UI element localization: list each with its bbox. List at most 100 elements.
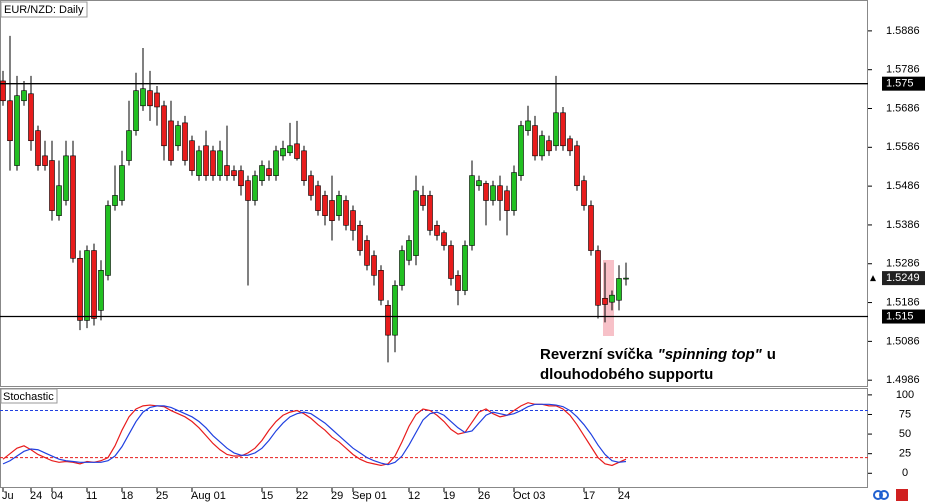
toolbar-icons[interactable] [873, 489, 908, 501]
y-tick-label: 1.5486 [886, 180, 920, 192]
candle-body [616, 278, 622, 301]
candle-body [21, 90, 27, 102]
candle-body [98, 270, 104, 311]
candle-body [245, 180, 251, 201]
level-label-box [882, 309, 925, 324]
candle-body [532, 125, 538, 157]
x-tick-label: Ju [2, 490, 14, 502]
candle-body [105, 205, 111, 276]
candle-body [329, 200, 335, 221]
candle-body [462, 245, 468, 291]
annotation-part: u [767, 346, 776, 363]
y-tick-label: 1.5586 [886, 141, 920, 153]
candle-body [210, 150, 216, 176]
x-tick-label: 12 [408, 490, 420, 502]
level-label-box [882, 76, 925, 91]
x-tick-label: 29 [331, 490, 343, 502]
candle-body [602, 297, 608, 305]
candle-body [175, 125, 181, 147]
candle-body [308, 175, 314, 196]
y-tick-label: 50 [899, 428, 911, 440]
candle-body [77, 258, 83, 321]
candle-body [35, 130, 41, 166]
last-price-label: 1.5249 [886, 272, 920, 284]
candle-body [560, 112, 566, 147]
candle-body [511, 172, 517, 211]
candle-body [189, 140, 195, 171]
candle-body [553, 112, 559, 147]
candle-body [427, 195, 433, 231]
y-tick-label: 1.5786 [886, 64, 920, 76]
annotation-part: "spinning top" [658, 346, 763, 363]
close-icon[interactable] [896, 489, 908, 501]
candle-body [203, 145, 209, 176]
candle-body [525, 120, 531, 131]
candle-body [126, 130, 132, 161]
candle-body [217, 150, 223, 176]
y-tick-label: 1.5086 [886, 335, 920, 347]
candle-body [140, 88, 146, 107]
candle-body [63, 155, 69, 201]
candle-body [350, 210, 356, 231]
candle-body [609, 294, 615, 303]
candle-body [539, 135, 545, 157]
last-price-marker [870, 275, 876, 282]
candle-body [294, 143, 300, 159]
link-icon[interactable] [879, 490, 889, 500]
candle-body [448, 245, 454, 279]
candle-body [574, 145, 580, 187]
candle-body [196, 150, 202, 176]
candle-body [259, 165, 265, 181]
candle-body [301, 150, 307, 181]
candle-body [266, 168, 272, 176]
x-tick-label: 11 [86, 490, 97, 502]
highlight-box [603, 260, 614, 336]
candle-body [546, 140, 552, 152]
main-panel [0, 0, 868, 387]
y-tick-label: 1.5686 [886, 102, 920, 114]
candle-body [154, 92, 160, 108]
candle-body [595, 250, 601, 306]
level-label: 1.575 [886, 78, 914, 90]
candle-body [119, 165, 125, 201]
x-tick-label: 18 [121, 490, 133, 502]
y-tick-label: 25 [899, 448, 911, 460]
candle-body [497, 185, 503, 201]
candle-body [364, 240, 370, 266]
candle-body [399, 250, 405, 286]
candle-body [315, 185, 321, 211]
candle-body [581, 180, 587, 206]
candle-body [28, 93, 34, 142]
stochastic-panel [0, 388, 868, 488]
last-price-box [882, 271, 925, 286]
candle-body [518, 125, 524, 176]
candle-body [133, 90, 139, 131]
candle-body [147, 90, 153, 107]
candle-body [623, 277, 629, 280]
stoch-title: Stochastic [3, 391, 54, 403]
stoch-title-box [0, 388, 58, 404]
y-tick-label: 1.4986 [886, 374, 920, 386]
level-label: 1.515 [886, 310, 914, 322]
candle-body [14, 95, 20, 166]
candle-body [84, 250, 90, 321]
x-tick-label: 25 [156, 490, 168, 502]
y-tick-label: 1.5386 [886, 219, 920, 231]
candle-body [49, 160, 55, 211]
y-tick-label: 1.5286 [886, 258, 920, 270]
candle-body [385, 304, 391, 336]
candle-body [238, 170, 244, 187]
candle-body [336, 195, 342, 216]
x-tick-label: Aug 01 [191, 490, 226, 502]
candle-body [567, 138, 573, 152]
candle-body [413, 190, 419, 256]
stochastic-line [2, 402, 627, 467]
candle-body [182, 122, 188, 161]
candle-body [0, 80, 6, 102]
x-tick-label: 15 [261, 490, 273, 502]
y-tick-label: 1.5186 [886, 296, 920, 308]
link-icon[interactable] [873, 490, 883, 500]
x-tick-label: 19 [443, 490, 455, 502]
x-tick-label: 24 [618, 490, 630, 502]
